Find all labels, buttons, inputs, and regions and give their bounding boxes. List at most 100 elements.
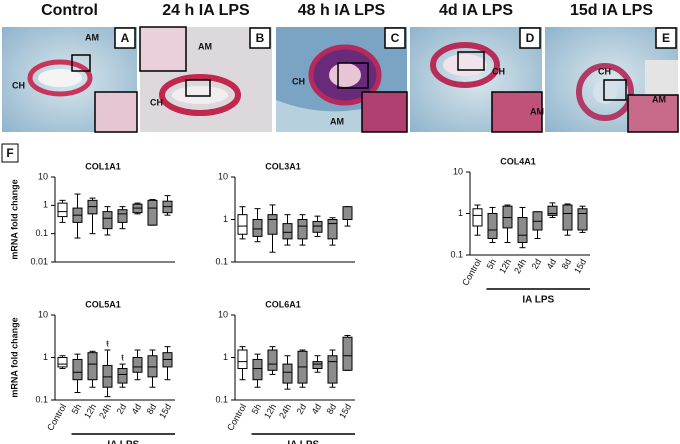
tissue-label: CH (292, 76, 305, 86)
box (57, 202, 68, 218)
chart-title: COL3A1 (265, 161, 301, 171)
box (342, 336, 353, 371)
box (87, 352, 98, 381)
chart-title: COL4A1 (500, 156, 536, 166)
box (547, 205, 558, 216)
box (472, 208, 483, 227)
box (487, 213, 498, 239)
x-tick-label: 8d (145, 402, 159, 416)
box (117, 368, 128, 384)
box (132, 357, 143, 373)
inset (627, 94, 679, 133)
box (327, 355, 338, 384)
box (327, 219, 338, 240)
inset-box (185, 79, 211, 97)
panel-title: Control (41, 2, 98, 19)
box (117, 209, 128, 223)
x-tick-label: 15d (337, 402, 353, 420)
box (237, 349, 248, 370)
panel-title: 4d IA LPS (439, 2, 513, 19)
y-tick-label: 10 (218, 171, 228, 181)
tissue-label: AM (198, 41, 212, 51)
letter-box (519, 27, 541, 49)
lumen (443, 54, 487, 76)
y-tick-label: 10 (218, 309, 228, 319)
inset (139, 26, 187, 72)
vessel (159, 74, 241, 116)
x-axis-label: IA LPS (287, 440, 319, 444)
lumen (172, 86, 228, 104)
x-tick-label: 8d (325, 402, 339, 416)
panel-title: 24 h IA LPS (162, 2, 250, 19)
panel-letter: A (121, 31, 130, 45)
box (562, 204, 573, 231)
inset (94, 91, 138, 133)
chart-title: COL6A1 (265, 299, 301, 309)
panel-title: 15d IA LPS (570, 2, 653, 19)
box (282, 223, 293, 240)
inset-box (603, 79, 627, 101)
y-tick-label: 0.1 (35, 394, 48, 404)
chart-title: COL1A1 (85, 161, 121, 171)
panel-letter: E (662, 31, 670, 45)
vessel (576, 63, 634, 121)
y-tick-label: 10 (38, 171, 48, 181)
lumen (329, 63, 361, 87)
panel-letter: C (391, 31, 400, 45)
panel-title: 48 h IA LPS (298, 2, 386, 19)
y-tick-label: 1 (458, 208, 463, 218)
tissue-label: AM (330, 116, 344, 126)
chart-title: COL5A1 (85, 299, 121, 309)
tissue-label: CH (12, 80, 25, 90)
y-tick-label: 0.1 (35, 228, 48, 238)
box (297, 219, 308, 240)
tissue-label: AM (85, 32, 99, 42)
x-axis-label: IA LPS (107, 440, 139, 444)
box (72, 358, 83, 381)
box (267, 214, 278, 235)
y-axis-label: mRNA fold change (9, 179, 19, 259)
tissue-label: CH (598, 66, 611, 76)
inset-box (71, 54, 91, 72)
figure-label: F (6, 146, 13, 160)
x-tick-label: 24h (512, 257, 528, 275)
box (57, 357, 68, 368)
box (252, 358, 263, 381)
x-tick-label: 2d (295, 402, 309, 416)
vessel (27, 59, 93, 97)
letter-box (249, 27, 271, 49)
letter-box (384, 27, 406, 49)
tissue-label: CH (150, 97, 163, 107)
tissue-label: AM (530, 106, 544, 116)
box (312, 220, 323, 233)
y-tick-label: 0.1 (215, 394, 228, 404)
y-tick-label: 1 (223, 214, 228, 224)
x-axis-label: IA LPS (522, 295, 554, 306)
x-tick-label: 15d (157, 402, 173, 420)
x-tick-label: 8d (560, 257, 574, 271)
x-tick-label: 4d (545, 257, 559, 271)
box (282, 363, 293, 384)
inset (361, 91, 408, 133)
y-tick-label: 0.1 (215, 256, 228, 266)
x-tick-label: 12h (82, 402, 98, 420)
y-tick-label: 10 (453, 166, 463, 176)
box (147, 355, 158, 378)
inset (491, 91, 543, 133)
x-tick-label: 2d (115, 402, 129, 416)
box (237, 214, 248, 235)
box (267, 349, 278, 371)
letter-box (114, 27, 136, 49)
letter-box (655, 27, 677, 49)
tissue-label: CH (492, 66, 505, 76)
box (147, 199, 158, 226)
x-tick-label: 5h (250, 402, 264, 416)
x-tick-label: 24h (97, 402, 113, 420)
annotation: ŧ (106, 338, 109, 348)
x-tick-label: Control (460, 257, 483, 287)
y-tick-label: 1 (223, 352, 228, 362)
lumen (38, 69, 82, 87)
box (517, 217, 528, 244)
box (577, 208, 588, 231)
